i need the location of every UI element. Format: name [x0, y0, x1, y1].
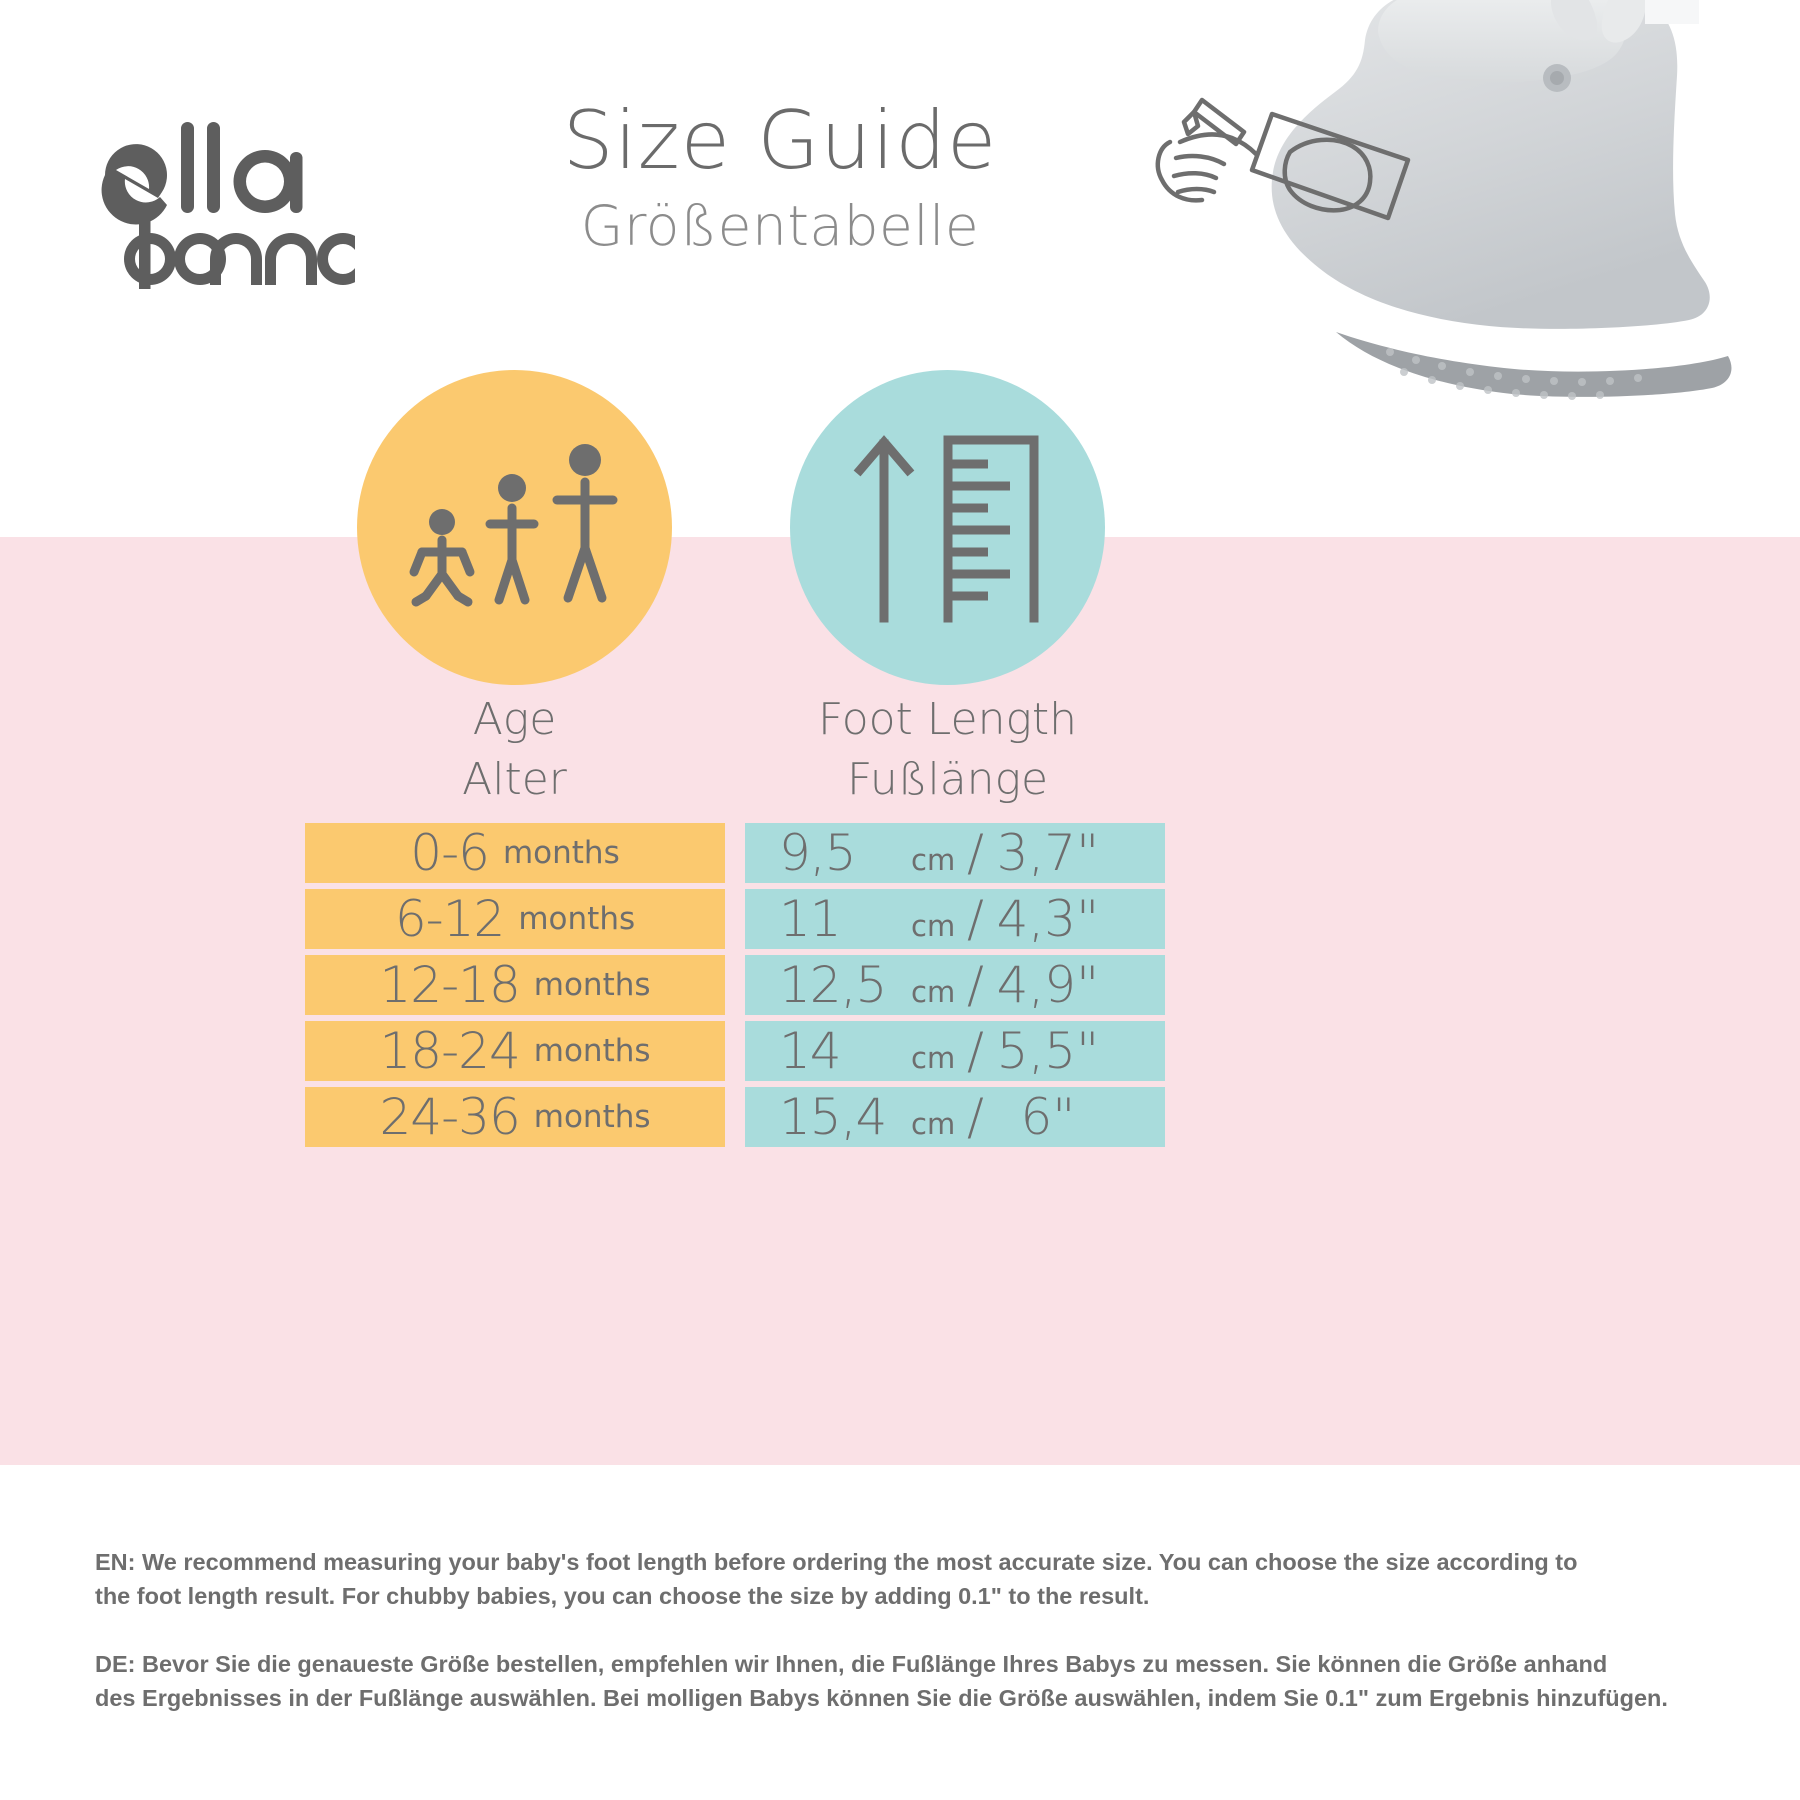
- foot-cm-value: 11: [779, 890, 842, 948]
- footer-en-line1: EN: We recommend measuring your baby's f…: [95, 1549, 1578, 1575]
- foot-cm-value: 12,5: [779, 956, 887, 1014]
- age-unit: months: [533, 1033, 651, 1069]
- age-label-en: Age: [472, 694, 557, 745]
- separator-slash: /: [967, 956, 984, 1014]
- table-row: 14 cm / 5,5": [745, 1021, 1165, 1081]
- table-row: 12,5 cm / 4,9": [745, 955, 1165, 1015]
- footer-de-line1: DE: Bevor Sie die genaueste Größe bestel…: [95, 1651, 1608, 1677]
- age-unit: months: [533, 1099, 651, 1135]
- brand-logo: [95, 112, 355, 292]
- table-row: 24-36 months: [305, 1087, 725, 1147]
- age-label-de: Alter: [462, 754, 567, 805]
- age-unit: months: [533, 967, 651, 1003]
- age-range: 12-18: [379, 956, 520, 1014]
- foot-inch-value: 3,7": [996, 824, 1100, 882]
- foot-inch-value: 4,9": [996, 956, 1100, 1014]
- foot-label-en: Foot Length: [817, 694, 1078, 745]
- foot-cm-value: 9,5: [779, 824, 857, 882]
- table-row: 11 cm / 4,3": [745, 889, 1165, 949]
- age-table: 0-6 months 6-12 months 12-18 months 18-2…: [305, 823, 725, 1153]
- foot-length-icon-circle: [790, 370, 1105, 685]
- age-range: 24-36: [379, 1088, 520, 1146]
- table-row: 15,4 cm / 6": [745, 1087, 1165, 1147]
- baby-bootie-photo: 12-18: [1140, 0, 1800, 450]
- foot-cm-unit: cm: [911, 843, 956, 877]
- foot-cm-unit: cm: [911, 1107, 956, 1141]
- age-unit: months: [518, 901, 636, 937]
- separator-slash: /: [967, 824, 984, 882]
- separator-slash: /: [967, 1088, 984, 1146]
- foot-cm-unit: cm: [911, 909, 956, 943]
- foot-cm-unit: cm: [911, 1041, 956, 1075]
- foot-length-table: 9,5 cm / 3,7" 11 cm / 4,3": [745, 823, 1165, 1153]
- foot-column-header: Foot Length Fußlänge: [745, 690, 1150, 810]
- title-english: Size Guide: [562, 94, 998, 187]
- footer-notes: EN: We recommend measuring your baby's f…: [95, 1545, 1735, 1715]
- foot-cm-unit: cm: [911, 975, 956, 1009]
- foot-cm-value: 15,4: [779, 1088, 887, 1146]
- table-row: 0-6 months: [305, 823, 725, 883]
- footer-en-line2: the foot length result. For chubby babie…: [95, 1583, 1150, 1609]
- table-row: 12-18 months: [305, 955, 725, 1015]
- footer-de-line2: des Ergebnisses in der Fußlänge auswähle…: [95, 1685, 1668, 1711]
- ruler-measure-icon: [853, 434, 1038, 622]
- foot-inch-value: 5,5": [996, 1022, 1100, 1080]
- age-column-header: Age Alter: [357, 690, 672, 810]
- age-icon-circle: [357, 370, 672, 685]
- table-row: 18-24 months: [305, 1021, 725, 1081]
- foot-cm-value: 14: [779, 1022, 842, 1080]
- footer-spacer: [95, 1613, 1735, 1647]
- page-title: Size Guide Größentabelle: [430, 95, 1130, 259]
- table-row: 9,5 cm / 3,7": [745, 823, 1165, 883]
- age-unit: months: [502, 835, 620, 871]
- age-range: 6-12: [394, 890, 505, 948]
- foot-label-de: Fußlänge: [846, 754, 1049, 805]
- foot-inch-value: 4,3": [996, 890, 1100, 948]
- table-row: 6-12 months: [305, 889, 725, 949]
- title-german: Größentabelle: [580, 194, 980, 258]
- separator-slash: /: [967, 1022, 984, 1080]
- separator-slash: /: [967, 890, 984, 948]
- foot-inch-value: 6": [1020, 1088, 1076, 1146]
- age-range: 0-6: [410, 824, 490, 882]
- footer-band: [0, 1465, 1800, 1800]
- family-growth-icon: [409, 443, 617, 606]
- age-range: 18-24: [379, 1022, 520, 1080]
